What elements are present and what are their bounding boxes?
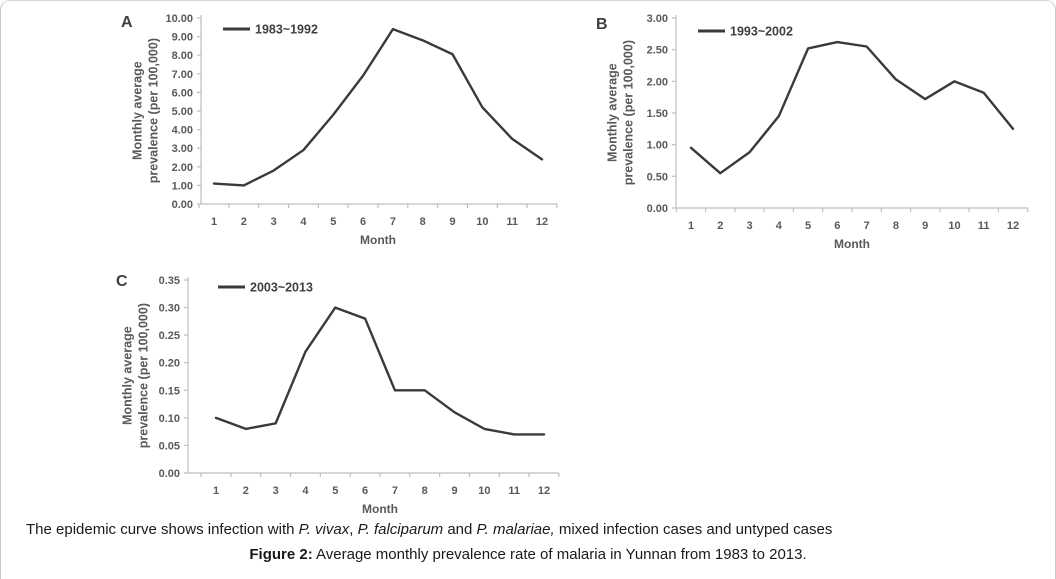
legend-label: 1993~2002 (730, 25, 793, 39)
y-tick-label: 0.25 (159, 330, 180, 342)
x-tick-label: 3 (271, 216, 277, 228)
chart-panel-b: B Monthly average prevalence (per 100,00… (586, 6, 1051, 261)
x-tick-label: 8 (893, 220, 899, 232)
data-series-line (212, 27, 544, 187)
y-tick-label: 3.00 (647, 13, 668, 25)
chart-panel-a: A Monthly average prevalence (per 100,00… (111, 6, 581, 261)
x-tick-label: 1 (688, 220, 694, 232)
x-tick-label: 6 (362, 485, 368, 497)
y-tick-label: 1.50 (647, 108, 668, 120)
figure-caption: The epidemic curve shows infection with … (1, 517, 1055, 579)
x-tick-label: 12 (538, 485, 550, 497)
legend-label: 2003~2013 (250, 281, 313, 295)
x-axis-title: Month (362, 502, 398, 516)
x-tick-label: 9 (449, 216, 455, 228)
x-tick-label: 9 (451, 485, 457, 497)
y-tick-label: 0.00 (647, 203, 668, 215)
y-tick-label: 0.05 (159, 440, 180, 452)
caption-line1: The epidemic curve shows infection with … (26, 521, 832, 538)
x-axis-title: Month (834, 237, 870, 251)
x-tick-label: 7 (392, 485, 398, 497)
x-tick-label: 10 (478, 485, 490, 497)
y-tick-label: 1.00 (172, 180, 193, 192)
y-tick-label: 9.00 (172, 32, 193, 44)
caption-segment: , (349, 521, 358, 538)
x-tick-label: 6 (834, 220, 840, 232)
x-tick-label: 12 (536, 216, 548, 228)
caption-line2: Figure 2: Average monthly prevalence rat… (1, 546, 1055, 563)
x-tick-label: 5 (805, 220, 811, 232)
x-tick-label: 9 (922, 220, 928, 232)
data-series-line (214, 306, 546, 436)
caption-segment: P. vivax (298, 521, 350, 538)
caption-segment: P. malariae, (476, 521, 555, 538)
y-tick-label: 0.15 (159, 385, 180, 397)
caption-segment: Average monthly prevalence rate of malar… (312, 546, 807, 563)
panel-label-c: C (116, 273, 128, 290)
x-tick-label: 11 (508, 485, 520, 497)
y-tick-label: 0.00 (172, 199, 193, 211)
caption-segment: The epidemic curve shows infection with (26, 521, 299, 538)
x-tick-label: 11 (978, 220, 990, 232)
x-tick-label: 2 (717, 220, 723, 232)
x-tick-label: 1 (213, 485, 219, 497)
caption-segment: and (443, 521, 477, 538)
x-tick-label: 7 (390, 216, 396, 228)
y-tick-label: 0.20 (159, 358, 180, 370)
y-tick-label: 3.00 (172, 143, 193, 155)
caption-segment: P. falciparum (357, 521, 444, 538)
y-tick-label: 0.30 (159, 303, 180, 315)
y-tick-label: 0.35 (159, 275, 180, 287)
y-tick-label: 8.00 (172, 50, 193, 62)
y-tick-label: 6.00 (172, 87, 193, 99)
x-tick-label: 6 (360, 216, 366, 228)
chart-panel-c: C Monthly average prevalence (per 100,00… (106, 264, 581, 524)
x-tick-label: 5 (330, 216, 336, 228)
y-tick-label: 0.50 (647, 171, 668, 183)
x-tick-label: 2 (243, 485, 249, 497)
x-axis-title: Month (360, 233, 396, 247)
x-tick-label: 4 (300, 216, 307, 228)
x-tick-label: 4 (776, 220, 783, 232)
x-tick-label: 10 (948, 220, 960, 232)
y-tick-label: 0.10 (159, 413, 180, 425)
y-tick-label: 2.50 (647, 45, 668, 57)
x-tick-label: 7 (864, 220, 870, 232)
y-tick-label: 5.00 (172, 106, 193, 118)
caption-segment: mixed infection cases and untyped cases (554, 521, 833, 538)
caption-segment: Figure 2: (249, 546, 313, 563)
panel-label-b: B (596, 16, 608, 33)
y-tick-label: 10.00 (165, 13, 193, 25)
y-tick-label: 7.00 (172, 69, 193, 81)
x-tick-label: 10 (476, 216, 488, 228)
x-tick-label: 3 (746, 220, 752, 232)
x-tick-label: 8 (420, 216, 426, 228)
y-tick-label: 4.00 (172, 125, 193, 137)
y-tick-label: 2.00 (172, 162, 193, 174)
data-series-line (689, 40, 1015, 175)
chart-c-plot: 0.000.050.100.150.200.250.300.351 2 3 4 5 6 7 8… (159, 275, 560, 516)
chart-a-plot: 0.00 1.00 2.00 3.00 4.00 5.00 6.00 7.00 8.00 9.00… (165, 13, 558, 247)
x-tick-label: 11 (506, 216, 518, 228)
x-tick-label: 4 (302, 485, 309, 497)
panel-label-a: A (121, 14, 133, 31)
x-tick-label: 12 (1007, 220, 1019, 232)
x-tick-label: 3 (273, 485, 279, 497)
x-tick-label: 2 (241, 216, 247, 228)
x-tick-label: 8 (422, 485, 428, 497)
x-tick-label: 5 (332, 485, 338, 497)
y-tick-label: 0.00 (159, 468, 180, 480)
chart-b-plot: 0.000.501.001.502.002.503.001 2 3 4 5 6 7 8 9 10 1… (647, 13, 1029, 251)
y-tick-label: 1.00 (647, 140, 668, 152)
x-tick-label: 1 (211, 216, 217, 228)
y-tick-label: 2.00 (647, 76, 668, 88)
legend-label: 1983~1992 (255, 23, 318, 37)
